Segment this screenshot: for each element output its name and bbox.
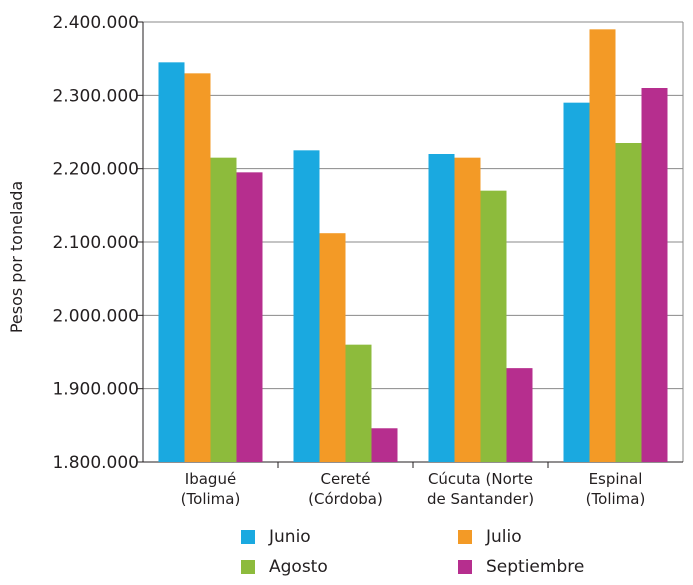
y-tick-label: 2.300.000 [52,86,139,106]
y-axis-label: Pesos por tonelada [7,181,26,333]
y-tick-label: 1.800.000 [52,453,139,473]
bar-julio-1 [319,233,346,462]
x-tick-label: (Tolima) [181,490,241,508]
bar-septiembre-0 [236,172,263,463]
y-tick-label: 2.400.000 [52,13,139,33]
bar-junio-1 [293,150,320,463]
bar-julio-0 [184,73,211,462]
bar-septiembre-1 [371,428,398,462]
x-tick-label: Cereté [321,470,371,488]
x-tick-label: de Santander) [427,490,534,508]
bar-agosto-2 [480,190,507,462]
x-tick-label: Cúcuta (Norte [428,470,533,488]
x-tick-label: (Córdoba) [308,490,383,508]
x-tick-label: (Tolima) [586,490,646,508]
y-tick-label: 2.200.000 [52,160,139,180]
bar-agosto-3 [615,143,642,462]
y-tick-label: 2.100.000 [52,233,139,253]
bar-agosto-0 [210,157,237,462]
bar-septiembre-3 [641,88,668,462]
bar-julio-2 [454,157,481,462]
bar-junio-3 [563,102,590,463]
bar-junio-2 [428,154,455,462]
x-tick-label: Ibagué [185,470,236,488]
y-tick-label: 2.000.000 [52,306,139,326]
x-tick-label: Espinal [589,470,643,488]
bar-agosto-1 [345,344,372,462]
y-tick-label: 1.900.000 [52,380,139,400]
bar-julio-3 [589,29,616,462]
bar-junio-0 [158,62,185,462]
bar-septiembre-2 [506,368,533,462]
